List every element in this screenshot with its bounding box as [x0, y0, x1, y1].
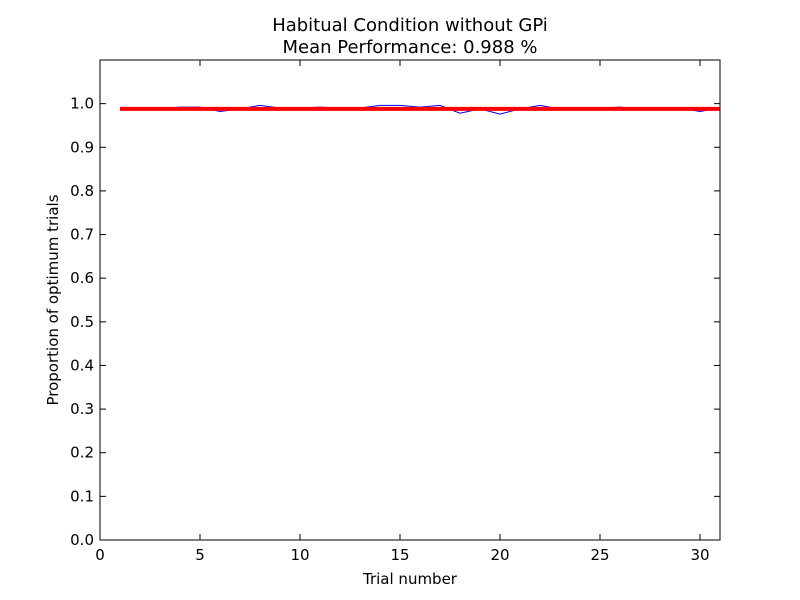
- y-tick-label: 0.1: [70, 487, 94, 505]
- axis-ticks: 0 5 10 15 20 25 30 0.0 0.1 0.2 0.3 0.4 0.5 0.6 0.7 0.8 0…: [70, 60, 720, 564]
- y-tick-label: 0.3: [70, 400, 94, 418]
- chart-title: Habitual Condition without GPi: [272, 15, 548, 36]
- x-tick-label: 0: [95, 546, 105, 564]
- y-tick-label: 0.6: [70, 269, 94, 287]
- x-tick-label: 20: [490, 546, 509, 564]
- plot-area: [120, 104, 720, 115]
- y-axis-label: Proportion of optimum trials: [44, 194, 62, 405]
- x-tick-label: 30: [690, 546, 709, 564]
- y-tick-label: 0.8: [70, 182, 94, 200]
- y-tick-label: 1.0: [70, 95, 94, 113]
- y-tick-label: 0.2: [70, 444, 94, 462]
- y-tick-label: 0.4: [70, 356, 94, 374]
- chart-subtitle: Mean Performance: 0.988 %: [283, 37, 538, 58]
- x-tick-label: 25: [590, 546, 609, 564]
- x-tick-label: 10: [290, 546, 309, 564]
- x-axis-label: Trial number: [362, 570, 458, 588]
- y-tick-label: 0.5: [70, 313, 94, 331]
- plot-frame: [99, 59, 721, 541]
- x-tick-label: 15: [390, 546, 409, 564]
- y-tick-label: 0.9: [70, 138, 94, 156]
- y-tick-label: 0.0: [70, 531, 94, 549]
- y-tick-label: 0.7: [70, 226, 94, 244]
- x-tick-label: 5: [195, 546, 205, 564]
